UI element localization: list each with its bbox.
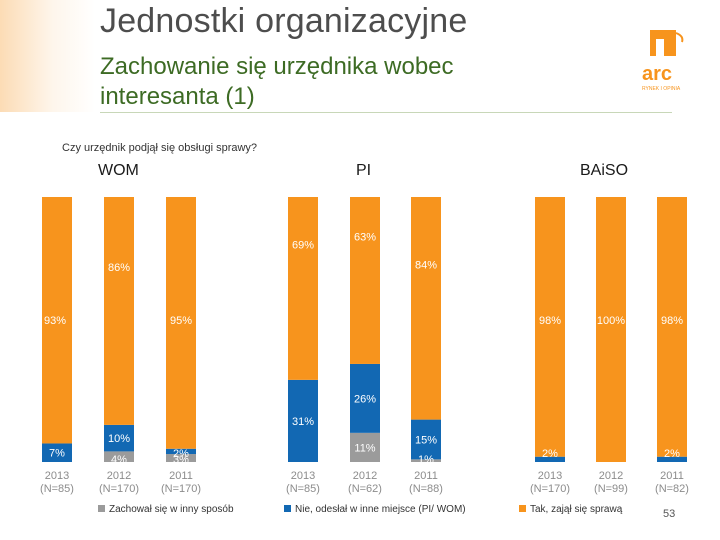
bar-segment-wom-2011-tak	[166, 197, 196, 449]
x-tick-n-wom-2012: (N=170)	[99, 483, 139, 495]
bar-segment-wom-2012-nie	[104, 424, 134, 452]
bar-segment-wom-2012-inny	[104, 451, 134, 462]
x-tick-year-pi-2013: 2013	[291, 470, 315, 482]
x-tick-year-baiso-2011: 2011	[660, 470, 684, 482]
legend-item-nie: Nie, odesłał w inne miejsce (PI/ WOM)	[284, 504, 466, 515]
bar-segment-baiso-2012-tak	[596, 197, 626, 462]
x-tick-n-wom-2011: (N=170)	[161, 483, 201, 495]
x-tick-year-baiso-2012: 2012	[599, 470, 623, 482]
data-label-baiso-2011-nie: 2%	[664, 448, 680, 460]
data-label-wom-2013-nie: 7%	[49, 448, 65, 460]
data-label-pi-2011-inny: 1%	[418, 454, 434, 466]
bar-segment-pi-2011-nie	[411, 419, 441, 460]
bar-segment-wom-2013-nie	[42, 443, 72, 462]
x-tick-n-pi-2012: (N=62)	[348, 483, 382, 495]
data-label-baiso-2011-tak: 98%	[661, 315, 683, 327]
x-tick-year-wom-2011: 2011	[169, 470, 193, 482]
survey-question: Czy urzędnik podjął się obsługi sprawy?	[62, 142, 258, 154]
bar-segment-baiso-2011-tak	[657, 197, 687, 457]
x-tick-year-pi-2012: 2012	[353, 470, 377, 482]
logo-tagline: RYNEK I OPINIA	[642, 86, 681, 92]
bar-segment-pi-2011-inny	[411, 459, 441, 462]
data-label-wom-2011-nie: 2%	[173, 448, 189, 460]
chart-legend: Zachował się w inny sposób Nie, odesłał …	[0, 504, 720, 520]
data-label-pi-2013-nie: 31%	[292, 416, 314, 428]
data-label-wom-2011-tak: 95%	[170, 315, 192, 327]
bar-segment-pi-2013-nie	[288, 379, 318, 462]
legend-label-nie: Nie, odesłał w inne miejsce (PI/ WOM)	[295, 504, 466, 515]
bar-segment-wom-2011-nie	[166, 448, 196, 455]
bar-segment-pi-2012-inny	[350, 432, 380, 462]
legend-label-tak: Tak, zajął się sprawą	[530, 504, 623, 515]
group-title-pi: PI	[356, 162, 372, 179]
legend-label-inny: Zachował się w inny sposób	[109, 504, 234, 515]
arc-logo: arc RYNEK I OPINIA	[642, 30, 684, 92]
data-label-wom-2012-nie: 10%	[108, 433, 130, 445]
x-tick-n-pi-2013: (N=85)	[286, 483, 320, 495]
group-title-wom: WOM	[98, 162, 139, 179]
header-decoration	[0, 0, 95, 112]
x-tick-year-wom-2013: 2013	[45, 470, 69, 482]
bar-segment-baiso-2011-nie	[657, 456, 687, 462]
data-label-baiso-2013-tak: 98%	[539, 315, 561, 327]
data-label-baiso-2012-tak: 100%	[597, 315, 625, 327]
legend-item-inny: Zachował się w inny sposób	[98, 504, 234, 515]
data-label-baiso-2013-nie: 2%	[542, 448, 558, 460]
group-title-baiso: BAiSO	[580, 162, 629, 179]
page-number: 53	[663, 508, 676, 520]
x-tick-year-baiso-2013: 2013	[538, 470, 562, 482]
x-tick-year-wom-2012: 2012	[107, 470, 131, 482]
bar-segment-wom-2012-tak	[104, 197, 134, 425]
bar-segment-pi-2011-tak	[411, 197, 441, 420]
data-label-pi-2012-inny: 11%	[354, 442, 375, 454]
page-subtitle: Zachowanie się urzędnika wobec interesan…	[100, 53, 454, 110]
data-label-pi-2012-tak: 63%	[354, 231, 376, 243]
bar-segment-pi-2012-tak	[350, 197, 380, 364]
legend-swatch-tak	[519, 505, 526, 512]
logo-swoosh-icon	[675, 32, 684, 43]
legend-swatch-inny	[98, 505, 105, 512]
x-tick-n-wom-2013: (N=85)	[40, 483, 74, 495]
bar-segment-wom-2011-inny	[166, 454, 196, 462]
data-label-wom-2012-inny: 4%	[111, 454, 127, 466]
bar-segment-pi-2012-nie	[350, 363, 380, 433]
logo-text: arc	[642, 63, 672, 85]
x-tick-n-baiso-2013: (N=170)	[530, 483, 570, 495]
data-label-wom-2013-tak: 93%	[44, 315, 66, 327]
bar-segment-baiso-2013-nie	[535, 456, 565, 462]
page-title: Jednostki organizacyjne	[100, 2, 468, 40]
data-label-wom-2012-tak: 86%	[108, 262, 130, 274]
data-label-pi-2011-tak: 84%	[415, 259, 437, 271]
x-tick-n-pi-2011: (N=88)	[409, 483, 443, 495]
bar-segment-pi-2013-tak	[288, 197, 318, 380]
x-tick-n-baiso-2012: (N=99)	[594, 483, 628, 495]
data-label-pi-2012-nie: 26%	[354, 393, 376, 405]
header-divider	[100, 112, 672, 113]
bar-segment-wom-2013-tak	[42, 197, 72, 444]
data-label-wom-2011-inny: 3%	[173, 454, 189, 466]
legend-item-tak: Tak, zajął się sprawą	[519, 504, 622, 515]
x-tick-n-baiso-2011: (N=82)	[655, 483, 689, 495]
x-tick-year-pi-2011: 2011	[414, 470, 438, 482]
data-label-pi-2011-nie: 15%	[415, 434, 437, 446]
data-label-pi-2013-tak: 69%	[292, 239, 314, 251]
legend-swatch-nie	[284, 505, 291, 512]
bar-segment-baiso-2013-tak	[535, 197, 565, 457]
